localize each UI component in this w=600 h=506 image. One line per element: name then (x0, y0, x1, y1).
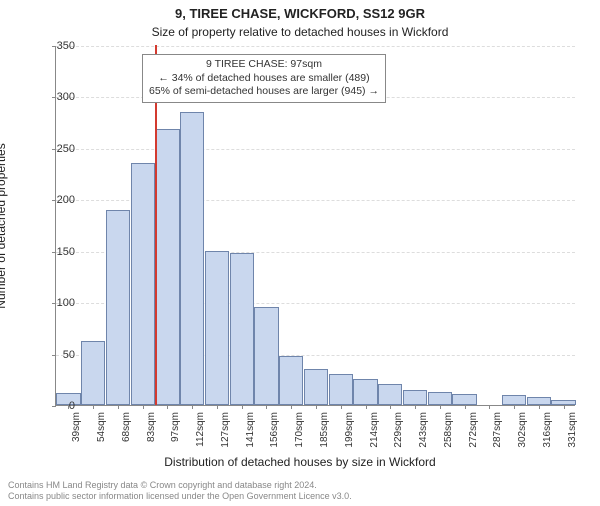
xtick-label: 141sqm (245, 412, 256, 448)
histogram-bar (527, 397, 551, 405)
xtick-mark (143, 405, 144, 409)
histogram-bar (378, 384, 402, 405)
xtick-label: 316sqm (542, 412, 553, 448)
xtick-mark (242, 405, 243, 409)
histogram-bar (304, 369, 328, 405)
histogram-bar (353, 379, 377, 405)
chart-subtitle: Size of property relative to detached ho… (0, 25, 600, 39)
xtick-label: 229sqm (393, 412, 404, 448)
xtick-mark (440, 405, 441, 409)
annotation-line: 9 TIREE CHASE: 97sqm (149, 58, 379, 72)
xtick-mark (514, 405, 515, 409)
xtick-mark (415, 405, 416, 409)
footer-attribution: Contains HM Land Registry data © Crown c… (0, 478, 600, 505)
xtick-mark (341, 405, 342, 409)
xtick-label: 39sqm (71, 412, 82, 442)
histogram-bar (428, 392, 452, 405)
xtick-label: 331sqm (567, 412, 578, 448)
ytick-label: 350 (45, 40, 75, 52)
histogram-bar (279, 356, 303, 405)
footer-line-2: Contains public sector information licen… (8, 491, 592, 502)
xtick-label: 112sqm (195, 412, 206, 447)
xtick-label: 156sqm (269, 412, 280, 448)
xtick-label: 287sqm (492, 412, 503, 448)
ytick-label: 300 (45, 91, 75, 103)
xtick-label: 68sqm (121, 412, 132, 442)
xtick-label: 97sqm (170, 412, 181, 442)
xtick-mark (390, 405, 391, 409)
x-axis-label: Distribution of detached houses by size … (0, 455, 600, 469)
plot-region: 39sqm54sqm68sqm83sqm97sqm112sqm127sqm141… (55, 46, 575, 406)
xtick-label: 243sqm (418, 412, 429, 448)
xtick-label: 83sqm (146, 412, 157, 442)
xtick-mark (291, 405, 292, 409)
xtick-mark (118, 405, 119, 409)
histogram-bar (106, 210, 130, 405)
xtick-mark (192, 405, 193, 409)
ytick-label: 150 (45, 246, 75, 258)
xtick-label: 199sqm (344, 412, 355, 448)
histogram-bar (180, 112, 204, 405)
y-axis-label: Number of detached properties (0, 143, 8, 308)
chart-area: 39sqm54sqm68sqm83sqm97sqm112sqm127sqm141… (55, 46, 575, 406)
gridline-h (56, 149, 575, 150)
histogram-bar (329, 374, 353, 405)
xtick-label: 127sqm (220, 412, 231, 448)
annotation-box: 9 TIREE CHASE: 97sqm← 34% of detached ho… (142, 54, 386, 103)
annotation-line: ← 34% of detached houses are smaller (48… (149, 72, 379, 86)
xtick-mark (316, 405, 317, 409)
xtick-label: 272sqm (468, 412, 479, 448)
histogram-bar (502, 395, 526, 405)
histogram-bar (452, 394, 476, 405)
xtick-label: 185sqm (319, 412, 330, 448)
xtick-mark (93, 405, 94, 409)
ytick-label: 100 (45, 297, 75, 309)
histogram-bar (230, 253, 254, 405)
xtick-mark (489, 405, 490, 409)
histogram-bar (403, 390, 427, 405)
xtick-mark (465, 405, 466, 409)
xtick-label: 214sqm (369, 412, 380, 448)
ytick-label: 0 (45, 400, 75, 412)
xtick-mark (366, 405, 367, 409)
xtick-mark (217, 405, 218, 409)
ytick-label: 200 (45, 194, 75, 206)
xtick-label: 170sqm (294, 412, 305, 448)
ytick-label: 250 (45, 143, 75, 155)
histogram-bar (205, 251, 229, 405)
xtick-mark (539, 405, 540, 409)
xtick-label: 302sqm (517, 412, 528, 448)
footer-line-1: Contains HM Land Registry data © Crown c… (8, 480, 592, 491)
xtick-mark (266, 405, 267, 409)
xtick-mark (167, 405, 168, 409)
histogram-bar (131, 163, 155, 405)
xtick-label: 54sqm (96, 412, 107, 442)
xtick-label: 258sqm (443, 412, 454, 448)
histogram-bar (81, 341, 105, 405)
gridline-h (56, 46, 575, 47)
xtick-mark (564, 405, 565, 409)
ytick-label: 50 (45, 349, 75, 361)
chart-title: 9, TIREE CHASE, WICKFORD, SS12 9GR (0, 6, 600, 23)
histogram-bar (254, 307, 278, 405)
histogram-bar (155, 129, 179, 405)
annotation-line: 65% of semi-detached houses are larger (… (149, 85, 379, 99)
